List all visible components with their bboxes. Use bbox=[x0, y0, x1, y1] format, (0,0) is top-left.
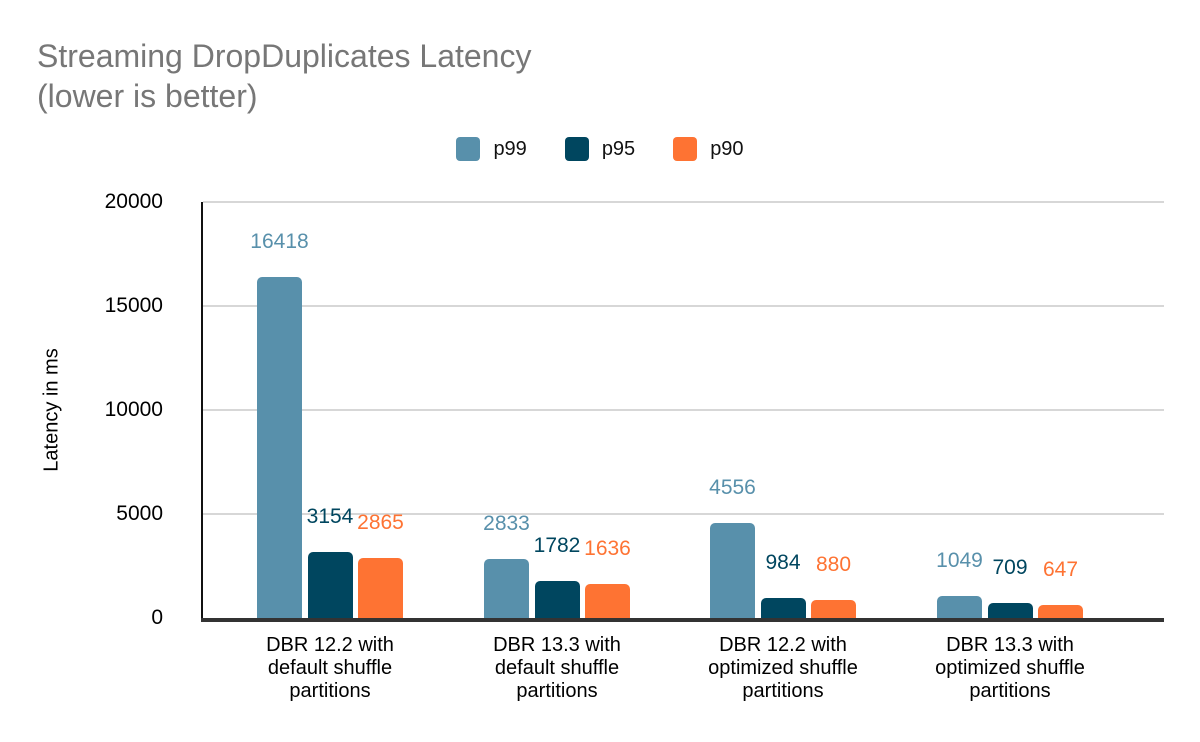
bar-p99-group4 bbox=[937, 596, 982, 618]
bar-p99-group2 bbox=[484, 559, 529, 618]
bar-value-label: 1782 bbox=[533, 533, 581, 557]
y-axis-line bbox=[201, 202, 203, 622]
bar-p95-group1 bbox=[307, 552, 353, 618]
bar-value-label: 2865 bbox=[357, 511, 404, 535]
x-axis-category-label: DBR 13.3 with optimized shuffle partitio… bbox=[935, 634, 1085, 702]
bar-value-label: 4556 bbox=[709, 476, 756, 500]
y-axis-tick-label: 5000 bbox=[116, 502, 163, 525]
legend-label: p95 bbox=[601, 137, 636, 160]
bar-p95-group2 bbox=[534, 580, 580, 618]
bar-value-label: 2833 bbox=[483, 512, 530, 536]
bar-value-label: 984 bbox=[765, 550, 801, 574]
chart-title: Streaming DropDuplicates Latency (lower … bbox=[37, 36, 531, 116]
bar-value-label: 16418 bbox=[250, 229, 309, 253]
legend-label: p90 bbox=[710, 137, 744, 160]
legend-item-p90: p90 bbox=[673, 137, 744, 161]
legend-swatch-p90 bbox=[673, 137, 698, 161]
x-axis-category-label: DBR 12.2 with default shuffle partitions bbox=[266, 634, 394, 702]
bar-value-label: 647 bbox=[1042, 557, 1079, 581]
bar-value-label: 709 bbox=[992, 556, 1028, 580]
chart-title-line1: Streaming DropDuplicates Latency bbox=[37, 38, 532, 74]
gridline bbox=[203, 201, 1164, 203]
y-axis-tick-label: 15000 bbox=[104, 294, 163, 317]
bar-p99-group1 bbox=[257, 276, 302, 618]
legend-swatch-p99 bbox=[456, 137, 481, 161]
bar-p90-group3 bbox=[811, 599, 856, 618]
gridline bbox=[203, 305, 1164, 307]
gridline bbox=[203, 513, 1164, 515]
y-axis-tick-label: 10000 bbox=[104, 398, 163, 421]
gridline bbox=[203, 409, 1164, 411]
bar-p90-group4 bbox=[1038, 604, 1083, 618]
bar-p90-group1 bbox=[358, 558, 403, 618]
chart-title-line2: (lower is better) bbox=[37, 78, 258, 114]
bar-value-label: 880 bbox=[815, 552, 852, 576]
bar-p95-group3 bbox=[760, 597, 806, 618]
bar-value-label: 3154 bbox=[306, 505, 354, 529]
legend-item-p95: p95 bbox=[564, 137, 636, 161]
bar-p90-group2 bbox=[585, 583, 630, 618]
x-axis-line bbox=[201, 618, 1164, 622]
bar-p99-group3 bbox=[710, 523, 755, 618]
legend-item-p99: p99 bbox=[456, 137, 527, 161]
x-axis-category-label: DBR 12.2 with optimized shuffle partitio… bbox=[708, 634, 858, 702]
bar-p95-group4 bbox=[987, 603, 1033, 618]
y-axis-title: Latency in ms bbox=[40, 348, 63, 472]
legend-label: p99 bbox=[493, 137, 527, 160]
bar-value-label: 1049 bbox=[936, 549, 983, 573]
legend-swatch-p95 bbox=[564, 137, 589, 161]
y-axis-tick-label: 0 bbox=[151, 606, 163, 629]
bar-value-label: 1636 bbox=[584, 536, 631, 560]
legend: p99 p95 p90 bbox=[0, 137, 1200, 161]
y-axis-tick-label: 20000 bbox=[104, 190, 163, 213]
x-axis-category-label: DBR 13.3 with default shuffle partitions bbox=[493, 634, 621, 702]
